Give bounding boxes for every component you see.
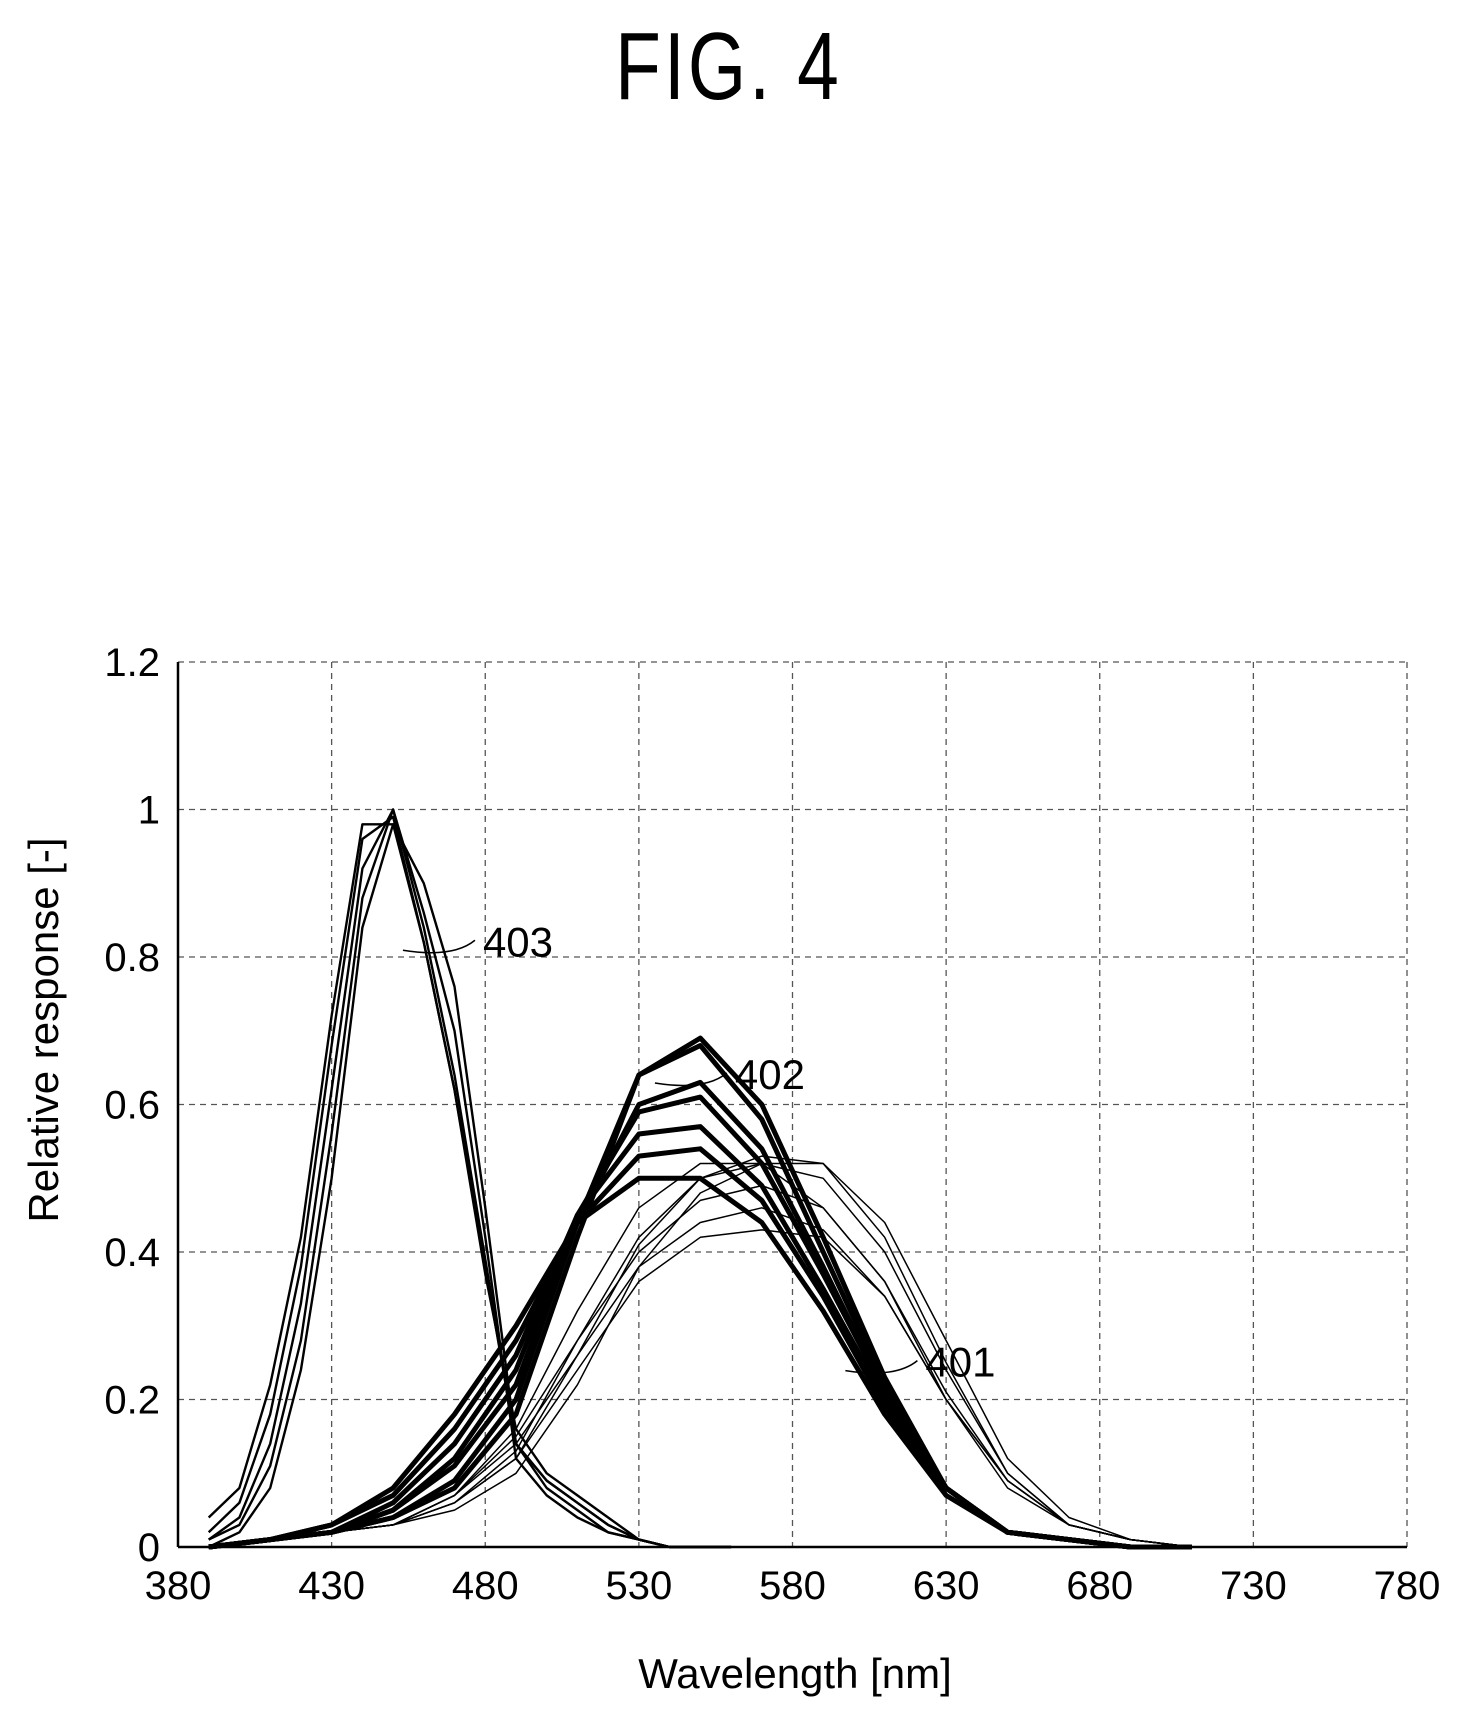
x-axis-label: Wavelength [nm] [638, 1650, 952, 1697]
y-tick-label: 1 [138, 789, 160, 833]
y-tick-label: 0.6 [104, 1084, 160, 1128]
y-axis-label: Relative response [-] [20, 837, 67, 1222]
series-line-red [208, 1184, 1254, 1548]
y-tick-label: 0 [138, 1526, 160, 1570]
x-tick-label: 630 [913, 1564, 980, 1608]
axis-frame [176, 662, 1407, 1549]
leader-line-red [845, 1360, 918, 1374]
series-line-green [208, 1175, 1192, 1550]
ref-label-403: 403 [483, 918, 553, 965]
y-tick-label: 0.2 [104, 1379, 160, 1423]
series-line-green [208, 1079, 1192, 1550]
series-line-red [208, 1162, 1254, 1548]
x-tick-label: 730 [1220, 1564, 1287, 1608]
figure-title: FIG. 4 [615, 13, 842, 120]
leader-line-green [654, 1072, 728, 1087]
series-lines [207, 808, 1254, 1550]
series-line-blue [208, 823, 732, 1549]
x-tick-label: 780 [1374, 1564, 1441, 1608]
x-tick-label: 380 [145, 1564, 212, 1608]
ref-label-402: 402 [735, 1051, 805, 1098]
series-line-red [208, 1162, 1254, 1548]
y-tick-label: 1.2 [104, 641, 160, 685]
series-line-green [208, 1043, 1192, 1550]
reference-annotations: 403 402 401 [402, 918, 995, 1386]
x-tick-label: 580 [759, 1564, 826, 1608]
x-tick-label: 530 [606, 1564, 673, 1608]
tick-labels: 380 430 480 530 580 630 680 730 780 0 0.2 0.4 0.6 0.8… [104, 641, 1440, 1608]
series-line-green [208, 1035, 1192, 1550]
series-line-green [208, 1146, 1192, 1550]
ref-label-401: 401 [925, 1339, 995, 1386]
series-line-red [208, 1162, 1254, 1548]
series-line-green [208, 1124, 1192, 1550]
x-tick-label: 680 [1066, 1564, 1133, 1608]
series-line-green [208, 1094, 1192, 1550]
series-line-red [208, 1229, 1254, 1548]
series-line-red [208, 1207, 1254, 1548]
x-tick-label: 480 [452, 1564, 519, 1608]
y-tick-label: 0.4 [104, 1231, 160, 1275]
y-tick-label: 0.8 [104, 936, 160, 980]
x-tick-label: 430 [298, 1564, 365, 1608]
leader-line-blue [402, 939, 476, 954]
grid-lines [178, 661, 1408, 1547]
